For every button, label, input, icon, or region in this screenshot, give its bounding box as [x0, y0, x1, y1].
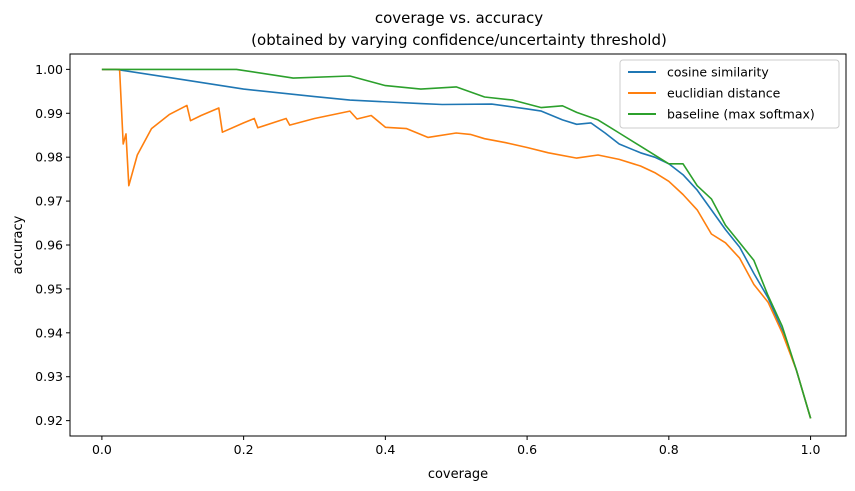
- x-axis-label: coverage: [428, 467, 488, 482]
- x-tick-label: 0.6: [517, 442, 537, 457]
- y-axis-label: accuracy: [11, 215, 26, 274]
- chart-subtitle: (obtained by varying confidence/uncertai…: [251, 31, 667, 49]
- legend: cosine similarity euclidian distance bas…: [619, 59, 840, 129]
- legend-label-cosine-similarity: cosine similarity: [667, 65, 769, 80]
- x-tick-label: 0.4: [375, 442, 395, 457]
- y-tick-label: 0.97: [35, 194, 63, 209]
- x-tick-label: 0.2: [234, 442, 254, 457]
- y-tick-label: 0.98: [35, 150, 63, 165]
- y-tick-label: 0.93: [35, 369, 63, 384]
- y-tick-label: 0.95: [35, 281, 63, 296]
- legend-label-baseline-max-softmax: baseline (max softmax): [667, 107, 815, 122]
- series-line-baseline-max-softmax: [101, 68, 812, 419]
- x-axis: 0.0 0.2 0.4 0.6 0.8 1.0: [92, 436, 821, 457]
- y-tick-label: 0.92: [35, 413, 63, 428]
- y-tick-label: 0.96: [35, 238, 63, 253]
- y-tick-label: 0.94: [35, 325, 63, 340]
- x-tick-label: 1.0: [801, 442, 821, 457]
- legend-box: [619, 59, 840, 129]
- series-line-cosine-similarity: [101, 68, 812, 419]
- x-tick-label: 0.8: [659, 442, 679, 457]
- chart-title: coverage vs. accuracy: [375, 9, 543, 27]
- legend-label-euclidian-distance: euclidian distance: [667, 86, 781, 101]
- x-tick-label: 0.0: [92, 442, 112, 457]
- plot-lines: [101, 68, 812, 419]
- y-tick-label: 0.99: [35, 106, 63, 121]
- y-tick-label: 1.00: [35, 62, 63, 77]
- series-line-euclidian-distance: [101, 68, 812, 419]
- y-axis: 0.92 0.93 0.94 0.95 0.96 0.97 0.98 0.99 1.00: [35, 62, 70, 428]
